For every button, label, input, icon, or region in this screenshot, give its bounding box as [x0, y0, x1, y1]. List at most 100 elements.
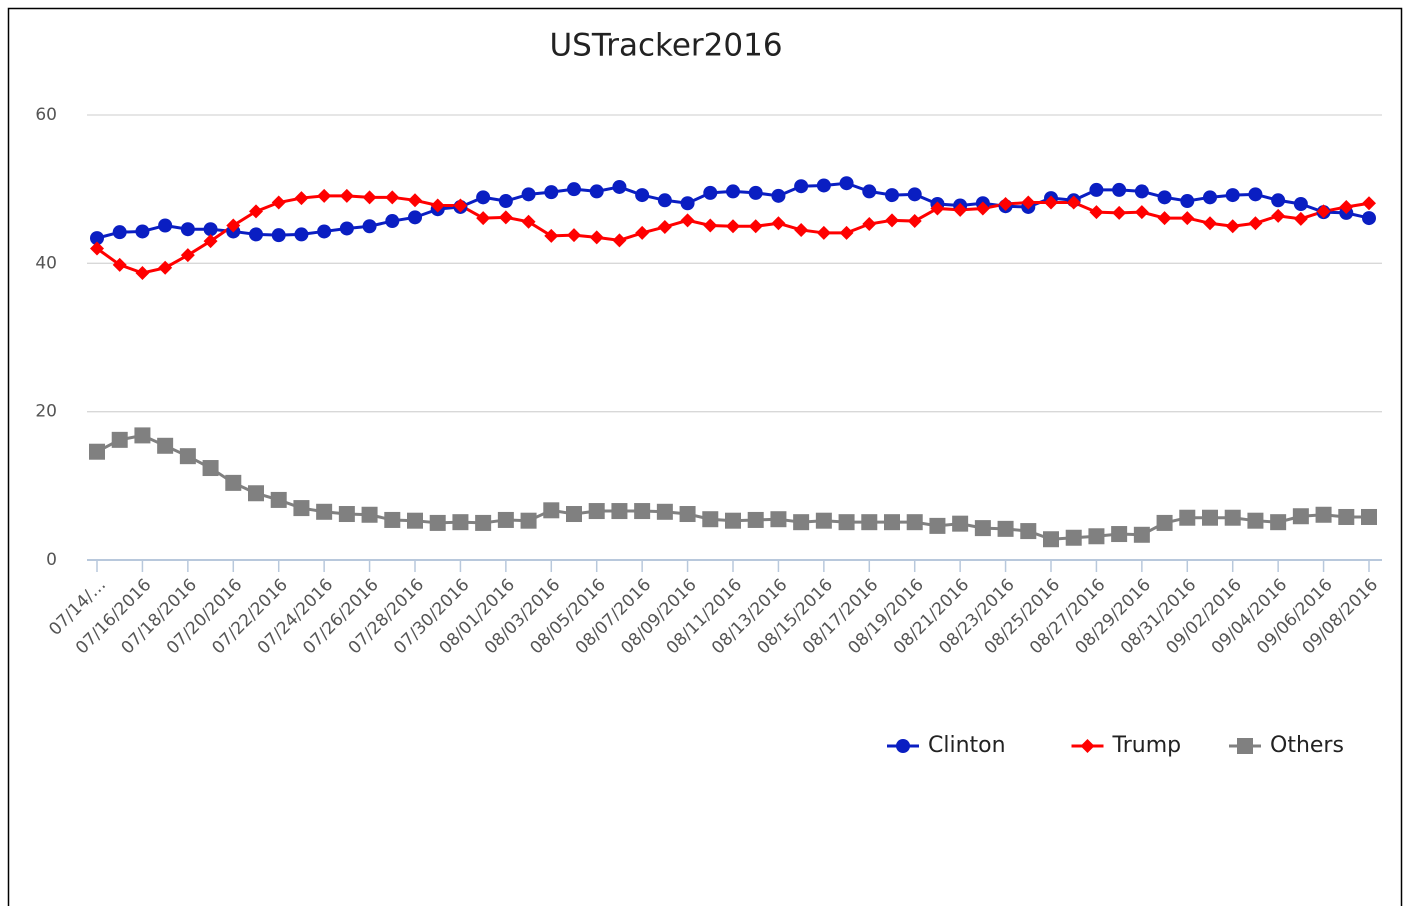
data-point [1362, 211, 1376, 226]
data-point [862, 184, 877, 199]
data-point [408, 210, 422, 225]
data-point [794, 222, 809, 237]
data-point [158, 218, 173, 233]
data-point [249, 227, 263, 242]
data-point [111, 431, 128, 448]
data-point [1203, 190, 1217, 205]
data-point [249, 204, 263, 219]
data-point [612, 179, 627, 194]
data-point [1248, 187, 1263, 202]
data-point [997, 520, 1014, 537]
data-point [679, 506, 696, 523]
data-point [317, 188, 332, 203]
data-point [1202, 509, 1218, 526]
data-point [1271, 208, 1286, 223]
data-point [815, 512, 832, 529]
legend-marker [1237, 738, 1253, 754]
data-point [135, 224, 150, 239]
data-point [838, 514, 855, 531]
data-point [157, 437, 174, 454]
data-point [770, 511, 787, 528]
data-point [725, 512, 741, 529]
data-point [1248, 216, 1263, 231]
y-tick-label: 40 [35, 253, 57, 273]
data-point [1044, 195, 1058, 210]
data-point [1112, 182, 1127, 197]
data-point [1089, 205, 1104, 220]
data-point [884, 514, 900, 531]
data-point [521, 187, 536, 202]
data-point [793, 514, 810, 531]
data-point [1089, 182, 1104, 197]
data-point [385, 190, 400, 205]
data-point [771, 188, 786, 203]
data-point [906, 514, 923, 531]
data-point [657, 193, 672, 208]
legend-label: Others [1270, 733, 1344, 758]
data-point [1247, 512, 1264, 529]
data-point [656, 503, 673, 520]
data-point [90, 231, 104, 246]
data-point [703, 185, 718, 200]
data-point [885, 188, 899, 203]
data-point [362, 219, 377, 234]
data-point [385, 214, 400, 229]
data-point [953, 202, 968, 217]
data-point [611, 503, 628, 520]
data-point [771, 216, 786, 231]
data-point [588, 503, 605, 520]
data-point [1133, 526, 1150, 543]
data-point [1339, 199, 1354, 214]
data-point [317, 224, 332, 239]
data-point [1156, 514, 1173, 531]
data-point [497, 511, 514, 528]
data-point [566, 506, 582, 523]
data-point [998, 197, 1013, 211]
legend-marker [896, 739, 910, 753]
data-point [544, 185, 559, 200]
data-point [294, 227, 309, 242]
data-point [339, 221, 354, 236]
data-point [907, 187, 922, 202]
data-point [1088, 528, 1105, 545]
data-point [748, 219, 763, 234]
data-point [408, 193, 422, 208]
data-point [134, 427, 151, 444]
data-point [930, 201, 945, 216]
data-point [1203, 216, 1217, 231]
data-point [225, 474, 242, 491]
data-point [1225, 188, 1240, 203]
data-point [726, 184, 740, 199]
data-point [452, 514, 469, 531]
data-point [1180, 211, 1195, 226]
data-point [90, 241, 104, 256]
data-point [703, 218, 718, 233]
data-point [816, 225, 831, 240]
data-point [430, 198, 445, 213]
data-point [1270, 514, 1287, 531]
data-point [384, 511, 401, 528]
data-point [1065, 529, 1082, 546]
data-point [498, 210, 513, 225]
data-point [635, 188, 650, 203]
data-point [635, 225, 650, 240]
data-point [362, 190, 377, 205]
data-point [475, 514, 492, 531]
data-point [612, 233, 627, 248]
data-point [270, 491, 287, 508]
data-point [839, 225, 854, 240]
data-point [975, 201, 990, 216]
legend-label: Trump [1112, 733, 1182, 758]
data-point [1180, 194, 1195, 209]
data-point [1271, 193, 1286, 208]
data-point [1361, 508, 1377, 525]
data-point [747, 511, 764, 528]
data-point [112, 225, 127, 240]
legend-label: Clinton [928, 733, 1006, 758]
data-point [1043, 531, 1059, 548]
data-point [726, 219, 740, 234]
legend-marker [1080, 739, 1095, 753]
data-point [338, 506, 355, 523]
data-point [271, 195, 286, 210]
